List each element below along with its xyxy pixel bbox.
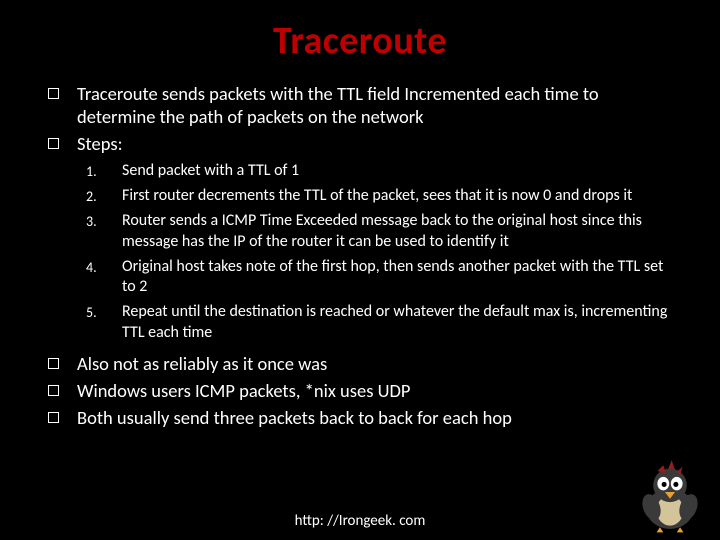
number-marker: 1. [86, 161, 122, 180]
bullet-item: Windows users ICMP packets, *nix uses UD… [48, 379, 680, 402]
footer-url: http: //Irongeek. com [0, 512, 720, 530]
bullet-item: Both usually send three packets back to … [48, 406, 680, 429]
bullet-item: Traceroute sends packets with the TTL fi… [48, 82, 680, 128]
square-bullet-icon [48, 412, 59, 423]
bullet-text: Steps: [77, 132, 123, 155]
numbered-item: 1. Send packet with a TTL of 1 [86, 161, 680, 182]
square-bullet-icon [48, 385, 59, 396]
numbered-list: 1. Send packet with a TTL of 1 2. First … [86, 161, 680, 343]
step-text: Repeat until the destination is reached … [122, 302, 680, 344]
bullet-item: Steps: [48, 132, 680, 155]
number-marker: 3. [86, 211, 122, 230]
numbered-item: 5. Repeat until the destination is reach… [86, 302, 680, 344]
slide-title: Traceroute [40, 18, 680, 64]
numbered-item: 4. Original host takes note of the first… [86, 257, 680, 299]
square-bullet-icon [48, 88, 59, 99]
bullet-text: Traceroute sends packets with the TTL fi… [77, 82, 680, 128]
step-text: Send packet with a TTL of 1 [122, 161, 299, 182]
slide-content: Traceroute sends packets with the TTL fi… [40, 82, 680, 429]
step-text: Original host takes note of the first ho… [122, 257, 680, 299]
step-text: Router sends a ICMP Time Exceeded messag… [122, 211, 680, 253]
step-text: First router decrements the TTL of the p… [122, 186, 632, 207]
square-bullet-icon [48, 358, 59, 369]
number-marker: 5. [86, 302, 122, 321]
mascot-icon [628, 450, 712, 534]
slide: Traceroute Traceroute sends packets with… [0, 0, 720, 540]
bullet-text: Windows users ICMP packets, *nix uses UD… [77, 379, 410, 402]
numbered-item: 3. Router sends a ICMP Time Exceeded mes… [86, 211, 680, 253]
bullet-text: Also not as reliably as it once was [77, 352, 327, 375]
bullet-text: Both usually send three packets back to … [77, 406, 512, 429]
square-bullet-icon [48, 138, 59, 149]
number-marker: 4. [86, 257, 122, 276]
bullet-item: Also not as reliably as it once was [48, 352, 680, 375]
number-marker: 2. [86, 186, 122, 205]
numbered-item: 2. First router decrements the TTL of th… [86, 186, 680, 207]
